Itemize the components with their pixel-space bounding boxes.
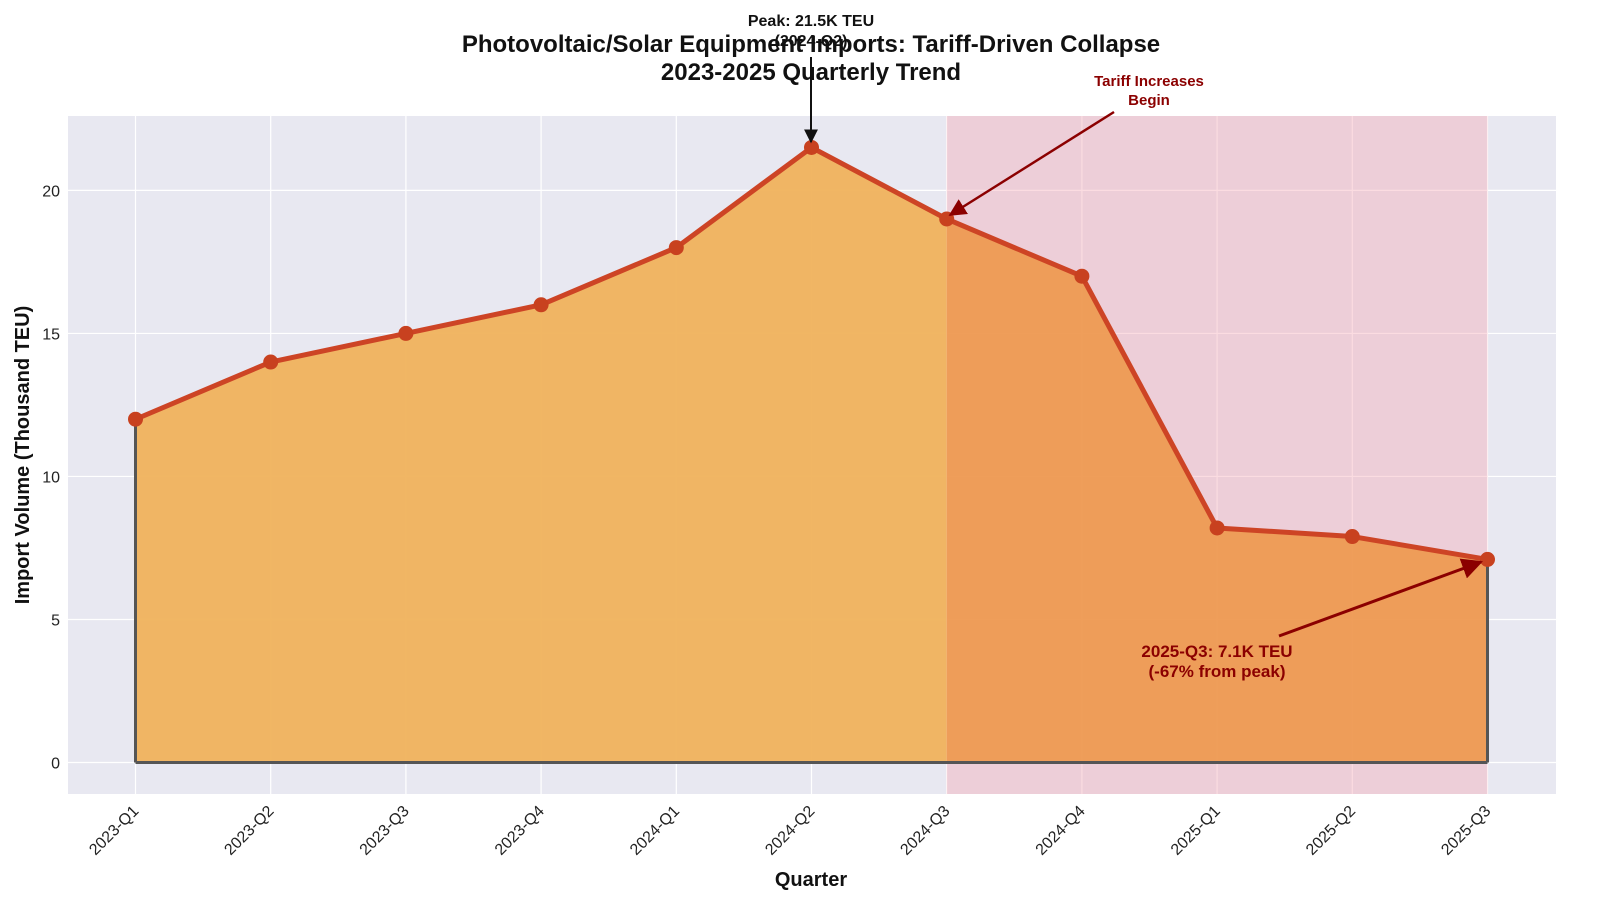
x-tick-label: 2025-Q3 [1438, 803, 1494, 859]
latest-annotation-line1: 2025-Q3: 7.1K TEU [1141, 642, 1292, 661]
x-axis-label: Quarter [775, 869, 847, 891]
data-point-2023-Q1 [128, 411, 143, 427]
x-tick-label: 2023-Q1 [86, 803, 142, 859]
tariff-annotation-line1: Tariff Increases [1094, 73, 1204, 90]
peak-annotation-line2: (2024-Q2) [775, 33, 848, 50]
annotations: Peak: 21.5K TEU (2024-Q2) Tariff Increas… [748, 13, 1483, 681]
x-tick-label: 2025-Q1 [1168, 803, 1224, 859]
y-tick-label: 5 [51, 612, 60, 629]
x-tick-label: 2025-Q2 [1303, 803, 1359, 859]
y-axis-ticks: 0 5 10 15 20 [42, 183, 60, 772]
y-tick-label: 10 [42, 469, 60, 486]
x-tick-label: 2023-Q4 [492, 803, 548, 859]
data-point-2025-Q1 [1209, 520, 1225, 536]
latest-annotation-line2: (-67% from peak) [1149, 662, 1286, 681]
data-point-2025-Q2 [1344, 529, 1360, 545]
data-point-2024-Q1 [668, 240, 684, 256]
tariff-annotation-arrow [948, 110, 1115, 217]
data-point-2024-Q2 [804, 139, 819, 155]
area-fill-post-tariff [946, 218, 1488, 763]
x-tick-label: 2024-Q1 [627, 803, 683, 859]
series-markers [128, 139, 1495, 567]
area-fill-pre-tariff [135, 147, 947, 763]
tariff-annotation-line2: Begin [1128, 92, 1170, 109]
data-point-2024-Q4 [1074, 268, 1090, 284]
x-tick-label: 2023-Q3 [357, 803, 413, 859]
x-tick-label: 2024-Q4 [1033, 803, 1089, 859]
latest-annotation-arrow [1278, 558, 1483, 638]
x-axis-ticks: 2023-Q1 2023-Q2 2023-Q3 2023-Q4 2024-Q1 2024-… [86, 803, 1494, 859]
y-tick-label: 15 [42, 326, 60, 343]
x-tick-label: 2024-Q2 [762, 803, 818, 859]
x-tick-label: 2024-Q3 [897, 803, 953, 859]
chart-title: Photovoltaic/Solar Equipment Imports: Ta… [462, 31, 1160, 58]
peak-annotation-line1: Peak: 21.5K TEU [748, 13, 874, 30]
data-point-2023-Q3 [398, 325, 414, 341]
data-point-2023-Q4 [533, 297, 549, 313]
y-tick-label: 20 [42, 183, 60, 200]
data-point-2025-Q3 [1480, 551, 1495, 567]
y-tick-label: 0 [51, 756, 60, 773]
y-axis-label: Import Volume (Thousand TEU) [12, 306, 34, 605]
x-tick-label: 2023-Q2 [221, 803, 277, 859]
data-point-2023-Q2 [263, 354, 279, 370]
